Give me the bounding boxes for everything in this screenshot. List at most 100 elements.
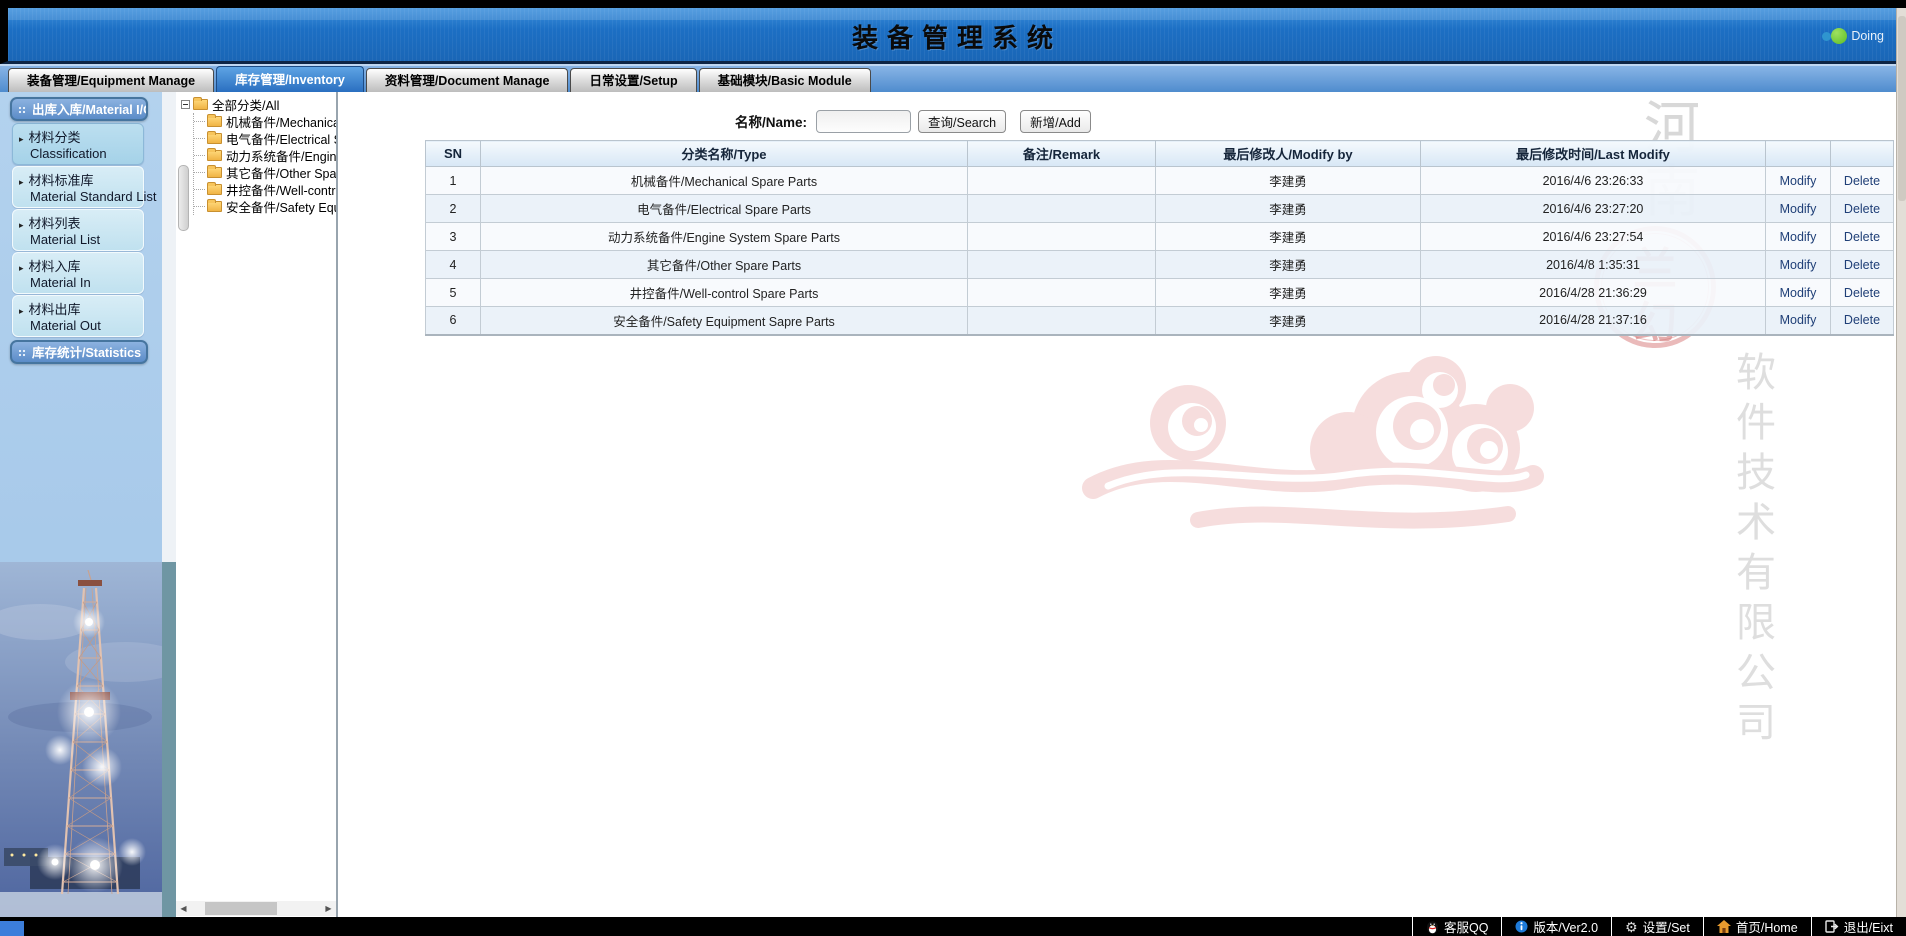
status-dot-blue-icon — [1822, 31, 1832, 41]
cell-remark — [967, 222, 1156, 251]
tab[interactable]: 库存管理/Inventory — [216, 66, 364, 92]
modify-link[interactable]: Modify — [1779, 313, 1817, 328]
delete-link[interactable]: Delete — [1843, 257, 1881, 272]
cell-sn: 6 — [425, 306, 481, 335]
modify-link[interactable]: Modify — [1779, 201, 1817, 216]
home-icon — [1716, 920, 1731, 933]
tree-node[interactable]: 安全备件/Safety Equipi — [194, 198, 336, 215]
status-indicator: Doing — [1822, 28, 1884, 44]
tab-label: 日常设置/Setup — [589, 74, 678, 88]
cell-modify-by: 李建勇 — [1155, 194, 1421, 223]
tab[interactable]: 装备管理/Equipment Manage — [8, 68, 215, 92]
status-dot-green-icon — [1831, 28, 1848, 44]
cell-modify-by: 李建勇 — [1155, 306, 1421, 335]
tab[interactable]: 基础模块/Basic Module — [698, 68, 871, 92]
tree-node-label: 动力系统备件/Engine S — [226, 150, 336, 164]
sidebar-item[interactable]: ▸ 材料分类 Classification — [12, 123, 144, 165]
accordion-label: 出库入库/Material I/O — [32, 103, 148, 117]
footer-item-home[interactable]: 首页/Home — [1702, 917, 1811, 936]
tree-children: 机械备件/Mechanical S 电气备件/Electrical Spa 动力… — [193, 113, 336, 215]
cell-remark — [967, 306, 1156, 335]
page-vertical-scrollbar[interactable] — [1896, 8, 1906, 917]
delete-link[interactable]: Delete — [1843, 173, 1881, 188]
sidebar-item[interactable]: ▸ 材料列表 Material List — [12, 209, 144, 251]
add-button[interactable]: 新增/Add — [1020, 109, 1091, 133]
panel-splitter[interactable] — [162, 92, 176, 917]
folder-icon — [193, 97, 208, 110]
tree-node[interactable]: 机械备件/Mechanical S — [194, 113, 336, 130]
sidebar-item[interactable]: ▸ 材料标准库 Material Standard List — [12, 166, 156, 208]
col-last-modify: 最后修改时间/Last Modify — [1420, 140, 1766, 167]
watermark: 河南 兰 幻 软件技术有限公司 — [338, 92, 1906, 917]
watermark-char: 限 — [1736, 601, 1776, 645]
tree-root[interactable]: 全部分类/All — [180, 96, 336, 113]
accordion-material-io[interactable]: 出库入库/Material I/O — [10, 97, 148, 121]
sidebar-item[interactable]: ▸ 材料出库 Material Out — [12, 295, 144, 337]
sidebar-item-en: Material In — [30, 275, 91, 290]
scrollbar-thumb[interactable] — [1898, 16, 1906, 201]
sidebar-menu: ▸ 材料分类 Classification ▸ 材料标准库 Material Sta… — [12, 123, 162, 337]
tree-horizontal-scrollbar[interactable]: ◀ ▶ — [176, 901, 336, 916]
corner-patch — [0, 921, 24, 936]
tab[interactable]: 日常设置/Setup — [570, 68, 697, 92]
scrollbar-track[interactable] — [191, 902, 321, 915]
delete-link[interactable]: Delete — [1843, 313, 1881, 328]
content-area: 出库入库/Material I/O ▸ 材料分类 Classification — [0, 92, 1906, 917]
cell-sn: 4 — [425, 250, 481, 279]
tree-node[interactable]: 井控备件/Well-control — [194, 181, 336, 198]
cell-modify-by: 李建勇 — [1155, 166, 1421, 195]
main-work-area: 名称/Name: 查询/Search 新增/Add SN 分类名称/Type 备… — [338, 92, 1906, 336]
category-table: SN 分类名称/Type 备注/Remark 最后修改人/Modify by 最… — [425, 140, 1894, 336]
accordion-icon — [18, 349, 26, 357]
footer-item-version[interactable]: 版本/Ver2.0 — [1501, 917, 1611, 936]
modify-link[interactable]: Modify — [1779, 257, 1817, 272]
folder-icon — [207, 131, 222, 144]
tree-vertical-scrollbar-thumb[interactable] — [178, 165, 189, 231]
name-input[interactable] — [816, 109, 912, 133]
scroll-left-icon[interactable]: ◀ — [180, 904, 187, 913]
modify-link[interactable]: Modify — [1779, 285, 1817, 300]
scroll-right-icon[interactable]: ▶ — [325, 904, 332, 913]
tab-label: 资料管理/Document Manage — [384, 74, 550, 88]
scrollbar-thumb[interactable] — [205, 902, 277, 915]
cell-modify-by: 李建勇 — [1155, 278, 1421, 307]
app-title: 装备管理系统 — [851, 23, 1062, 53]
footer-item-label: 退出/Eixt — [1843, 921, 1893, 935]
footer-item-qq[interactable]: 客服QQ — [1411, 917, 1501, 936]
col-type: 分类名称/Type — [480, 140, 968, 167]
delete-link[interactable]: Delete — [1843, 201, 1881, 216]
watermark-char: 术 — [1736, 501, 1776, 545]
table-row: 5 井控备件/Well-control Spare Parts 李建勇 2016… — [425, 278, 1894, 307]
tree-connector — [194, 189, 205, 190]
cell-sn: 2 — [425, 194, 481, 223]
watermark-char: 技 — [1736, 451, 1776, 495]
footer-item-settings[interactable]: ⚙ 设置/Set — [1611, 917, 1703, 936]
modify-link[interactable]: Modify — [1779, 173, 1817, 188]
tree-node[interactable]: 电气备件/Electrical Spa — [194, 130, 336, 147]
sidebar-item[interactable]: ▸ 材料入库 Material In — [12, 252, 144, 294]
delete-link[interactable]: Delete — [1843, 285, 1881, 300]
cell-type: 其它备件/Other Spare Parts — [480, 250, 968, 279]
footer-item-label: 客服QQ — [1443, 921, 1489, 935]
watermark-char: 司 — [1736, 701, 1776, 745]
watermark-char: 件 — [1736, 401, 1776, 445]
cell-remark — [967, 278, 1156, 307]
cell-sn: 3 — [425, 222, 481, 251]
sidebar-item-zh: 材料出库 — [28, 302, 81, 317]
tree-root-label: 全部分类/All — [212, 99, 280, 113]
tab[interactable]: 资料管理/Document Manage — [365, 68, 569, 92]
footer-item-exit[interactable]: 退出/Eixt — [1810, 917, 1906, 936]
modify-link[interactable]: Modify — [1779, 229, 1817, 244]
accordion-label: 库存统计/Statistics — [32, 346, 142, 360]
search-button[interactable]: 查询/Search — [918, 109, 1007, 133]
col-remark: 备注/Remark — [967, 140, 1156, 167]
tree-node[interactable]: 其它备件/Other Spare — [194, 164, 336, 181]
delete-link[interactable]: Delete — [1843, 229, 1881, 244]
tree-node-label: 安全备件/Safety Equipi — [226, 201, 336, 215]
collapse-icon[interactable] — [181, 100, 190, 109]
accordion-statistics[interactable]: 库存统计/Statistics — [10, 340, 148, 364]
sidebar-item-zh: 材料列表 — [28, 216, 81, 231]
tree-node[interactable]: 动力系统备件/Engine S — [194, 147, 336, 164]
col-modify-action — [1765, 140, 1831, 167]
